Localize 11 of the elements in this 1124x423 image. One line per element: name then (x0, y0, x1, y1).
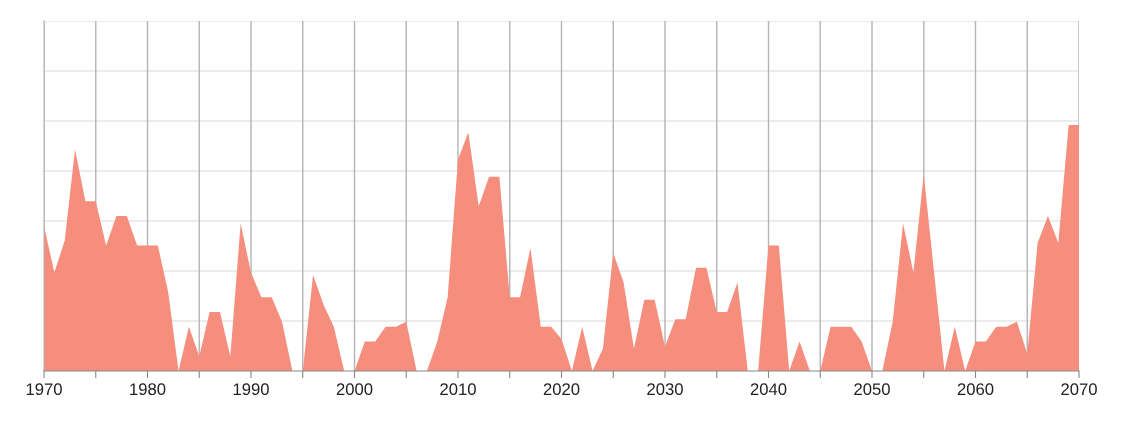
x-tick-label: 1990 (233, 383, 269, 396)
x-tick-label: 2070 (1061, 383, 1097, 396)
x-tick-label: 2000 (336, 383, 373, 396)
x-tick-label: 1970 (26, 383, 62, 396)
x-tick-label: 2060 (957, 383, 994, 396)
x-tick-label: 2010 (440, 383, 476, 396)
x-tick-label: 2020 (543, 383, 580, 396)
x-tick-label: 2030 (647, 383, 683, 396)
x-tick-label: 2040 (750, 383, 787, 396)
x-tick-label: 2050 (854, 383, 890, 396)
x-tick-label: 1980 (130, 383, 166, 396)
